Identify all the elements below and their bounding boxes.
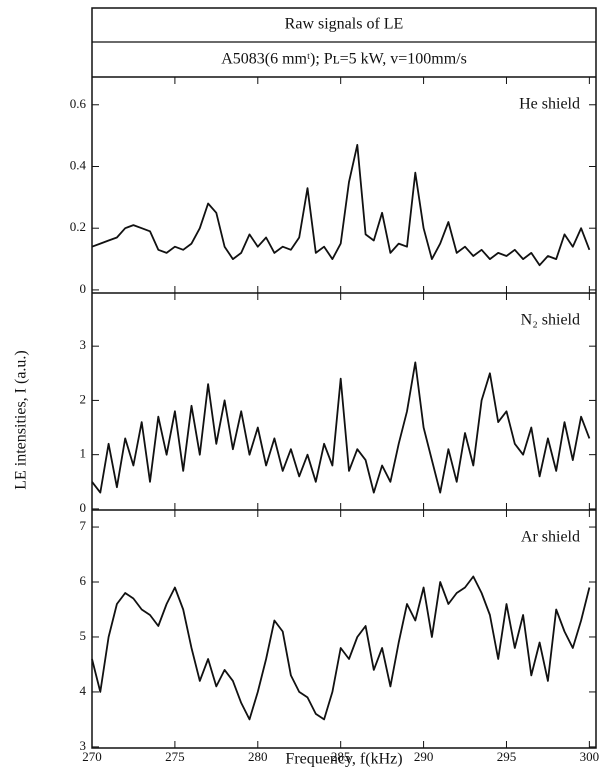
y-tick-label: 0.2 (70, 219, 86, 234)
y-tick-label: 2 (80, 391, 87, 406)
y-tick-label: 3 (80, 738, 87, 753)
y-tick-label: 4 (80, 683, 87, 698)
y-tick-label: 0 (80, 281, 87, 296)
y-tick-label: 0 (80, 500, 87, 515)
y-tick-label: 5 (80, 628, 87, 643)
chart-subtitle: A5083(6 mmᵗ); Pʟ=5 kW, v=100mm/s (221, 51, 467, 68)
y-tick-label: 7 (80, 518, 87, 533)
y-tick-label: 3 (80, 337, 87, 352)
y-tick-label: 0.4 (70, 157, 87, 172)
y-tick-label: 1 (80, 446, 87, 461)
panel-label: Ar shield (521, 529, 580, 546)
y-tick-label: 6 (80, 573, 87, 588)
frame (91, 7, 597, 749)
y-axis-label: LE intensities, I (a.u.) (13, 350, 30, 490)
signal-line (91, 575, 591, 721)
x-tick-label: 300 (580, 749, 600, 764)
signal-line (91, 144, 591, 267)
panel-label: He shield (519, 96, 580, 113)
x-tick-label: 290 (414, 749, 434, 764)
signal-line (91, 361, 591, 494)
x-tick-label: 270 (82, 749, 102, 764)
y-tick-label: 0.6 (70, 96, 87, 111)
x-tick-label: 275 (165, 749, 185, 764)
panel-label: N₂ shield (521, 312, 580, 329)
x-tick-label: 285 (331, 749, 351, 764)
x-axis-label: Frequency, f(kHz) (285, 751, 402, 768)
chart-title: Raw signals of LE (285, 16, 404, 33)
x-tick-label: 280 (248, 749, 268, 764)
x-tick-label: 295 (497, 749, 517, 764)
